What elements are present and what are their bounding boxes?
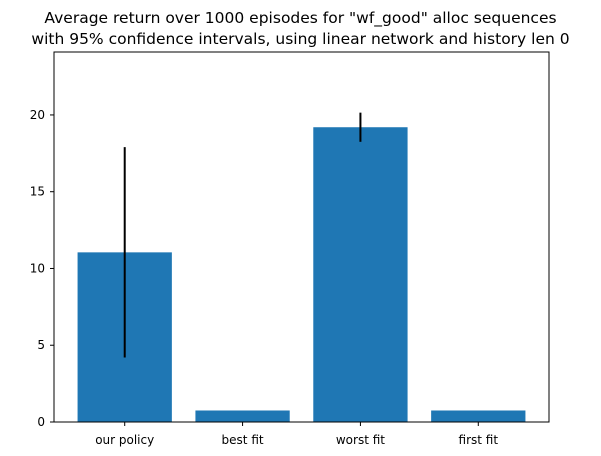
bar-best-fit [195,410,290,422]
y-tick-label: 20 [30,108,45,122]
x-tick-label: first fit [459,433,499,447]
chart-title-line-1: Average return over 1000 episodes for "w… [44,9,557,27]
x-tick-label: worst fit [336,433,385,447]
x-tick-label: our policy [95,433,154,447]
x-tick-label: best fit [222,433,264,447]
y-tick-label: 0 [37,415,45,429]
chart-title-line-2: with 95% confidence intervals, using lin… [31,30,570,48]
bar-first-fit [431,410,526,422]
plot-frame [53,51,550,423]
y-tick-label: 5 [37,338,45,352]
y-tick-label: 10 [30,261,45,275]
y-tick-label: 15 [30,185,45,199]
bar-worst-fit [313,127,408,423]
